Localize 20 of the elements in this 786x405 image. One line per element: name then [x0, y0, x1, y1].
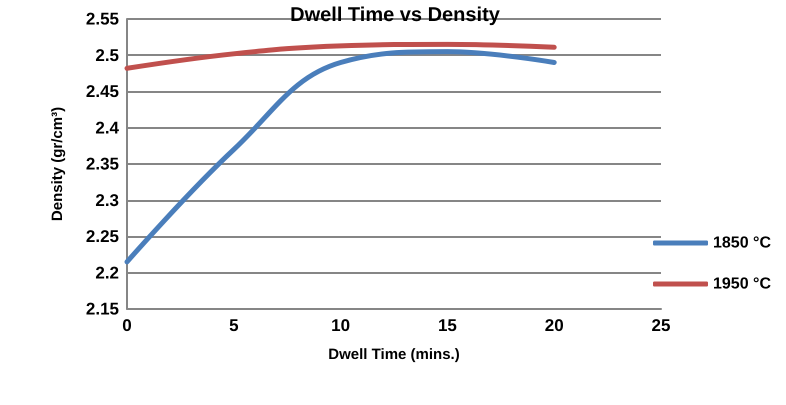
- x-tick-label: 25: [652, 316, 670, 335]
- x-tick-label: 15: [438, 316, 457, 335]
- y-tick-label: 2.2: [95, 263, 119, 282]
- x-tick-label: 20: [544, 316, 564, 335]
- y-tick-label: 2.25: [86, 227, 119, 246]
- y-tick-label: 2.45: [86, 82, 119, 101]
- legend-label: 1850 °C: [713, 234, 772, 252]
- y-tick-label: 2.55: [86, 10, 119, 28]
- x-tick-label: 0: [122, 316, 132, 335]
- y-axis-title: Density (gr/cm³): [49, 106, 66, 222]
- x-tick-label: 10: [331, 316, 350, 335]
- y-tick-label: 2.4: [95, 118, 120, 138]
- y-tick-label: 2.35: [86, 154, 119, 174]
- y-tick-label: 2.5: [95, 46, 119, 65]
- legend-label: 1950 °C: [713, 276, 772, 292]
- chart-title: Dwell Time vs Density: [290, 4, 501, 26]
- y-tick-label: 2.3: [95, 190, 119, 210]
- x-axis-title: Dwell Time (mins.): [328, 346, 460, 363]
- x-tick-label: 5: [229, 316, 239, 335]
- y-tick-label: 2.15: [86, 300, 119, 318]
